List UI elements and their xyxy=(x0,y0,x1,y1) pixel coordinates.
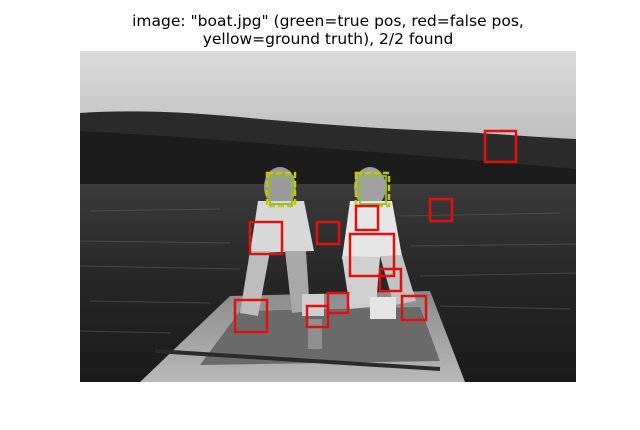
true-positive-box xyxy=(359,175,387,205)
false-positive-box xyxy=(305,304,330,329)
false-positive-box xyxy=(378,267,403,293)
boat-photo xyxy=(80,51,576,382)
boat-photo-canvas xyxy=(80,51,576,382)
ground-truth-box xyxy=(265,171,297,208)
false-positive-box xyxy=(428,197,454,223)
false-positive-box xyxy=(248,220,284,256)
false-positive-boxes xyxy=(233,129,518,334)
water-ripples xyxy=(80,208,576,334)
figure-title-line-2: yellow=ground truth), 2/2 found xyxy=(202,30,454,48)
false-positive-box xyxy=(400,294,428,322)
figure-title: image: "boat.jpg" (green=true pos, red=f… xyxy=(0,12,640,48)
false-positive-box xyxy=(354,204,380,232)
boat-rail xyxy=(154,349,441,371)
treeline-shade xyxy=(80,131,576,189)
false-positive-box xyxy=(483,129,518,164)
false-positive-box xyxy=(233,298,269,334)
figure-title-line-1: image: "boat.jpg" (green=true pos, red=f… xyxy=(132,12,524,30)
false-positive-box xyxy=(326,291,350,315)
false-positive-box xyxy=(315,220,341,246)
false-positive-box xyxy=(348,232,396,278)
true-positive-box xyxy=(269,175,293,205)
